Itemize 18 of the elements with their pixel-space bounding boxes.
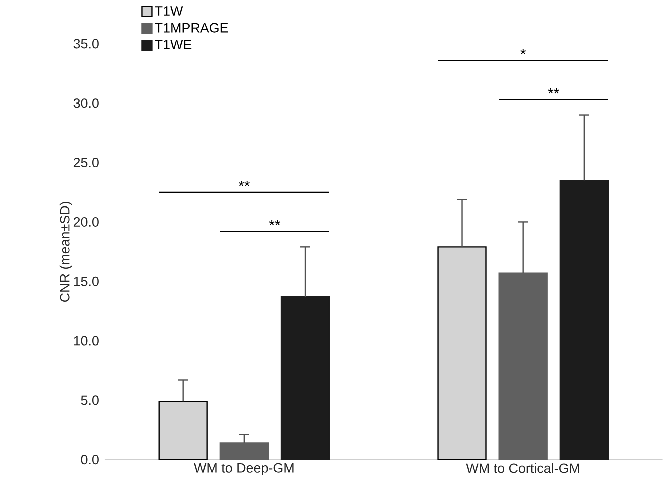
annotation: ** xyxy=(548,88,560,94)
annotation: ** xyxy=(238,181,250,186)
annotation: * xyxy=(520,49,526,54)
legend-label: T1WE xyxy=(155,40,192,50)
y-tick-label: 15.0 xyxy=(74,276,99,286)
annotation: ** xyxy=(269,220,281,226)
legend-label: T1W xyxy=(155,6,184,16)
x-tick-label: WM to Deep-GM xyxy=(194,463,294,476)
y-tick-label: 20.0 xyxy=(74,218,99,228)
y-tick-label: 5.0 xyxy=(81,396,99,406)
y-axis-title: CNR (mean±SD) xyxy=(60,202,72,302)
y-tick-label: 30.0 xyxy=(74,98,99,108)
legend-label: T1MPRAGE xyxy=(155,23,228,33)
x-tick-label: WM to Cortical-GM xyxy=(466,463,580,474)
y-tick-label: 0.0 xyxy=(81,455,99,465)
y-tick-label: 25.0 xyxy=(74,158,99,168)
y-tick-label: 35.0 xyxy=(74,39,99,49)
y-tick-label: 10.0 xyxy=(74,336,99,346)
